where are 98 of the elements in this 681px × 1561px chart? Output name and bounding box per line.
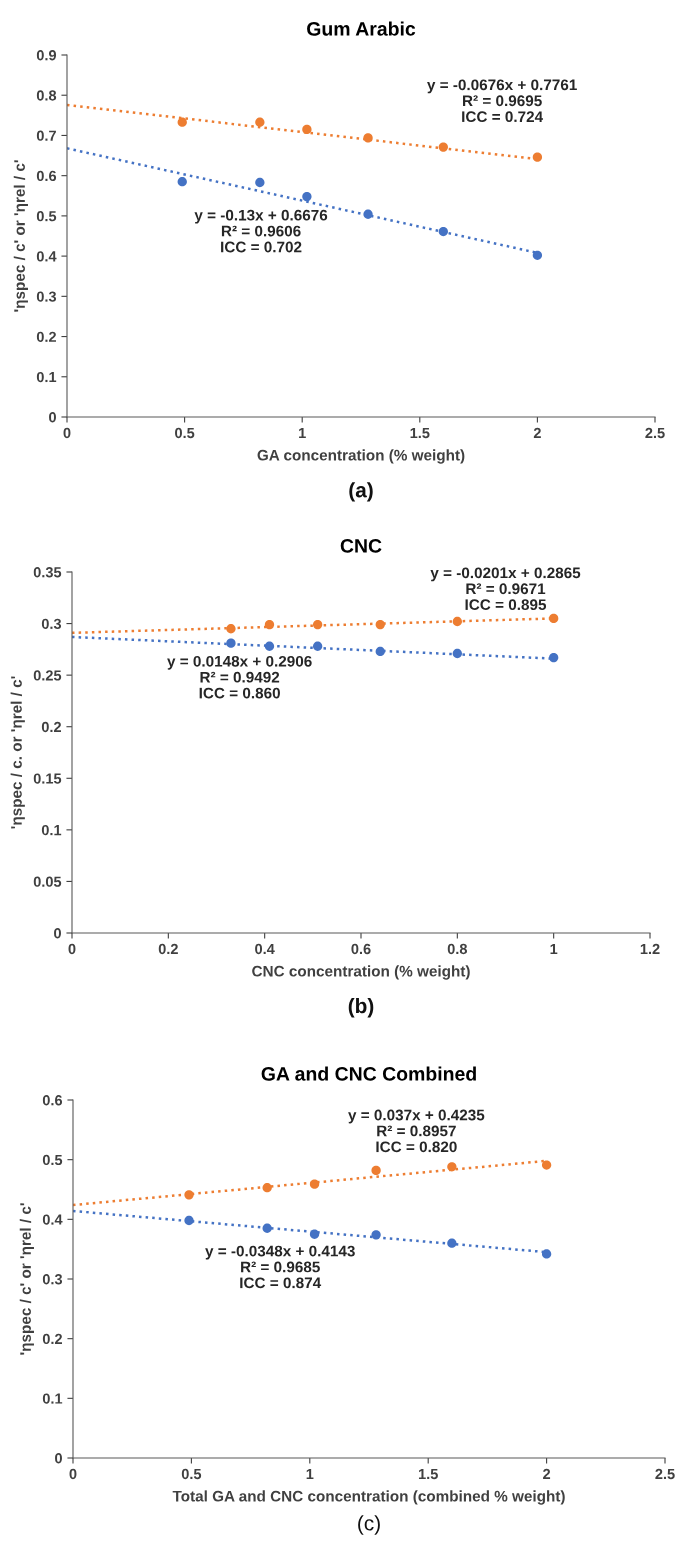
point xyxy=(262,1183,272,1193)
point xyxy=(452,616,462,627)
y-tick-label: 0.5 xyxy=(36,210,57,222)
point xyxy=(177,177,187,187)
point xyxy=(184,1215,194,1226)
point xyxy=(438,142,448,152)
y-axis-title: 'ηspec / c. or 'ηrel / c' xyxy=(10,676,25,829)
point xyxy=(226,624,236,634)
y-tick-label: 0.6 xyxy=(36,170,57,182)
y-tick-label: 0 xyxy=(55,1453,62,1464)
point xyxy=(302,191,312,202)
point xyxy=(262,1223,272,1233)
x-axis-title: CNC concentration (% weight) xyxy=(252,965,470,980)
text: (b) xyxy=(348,997,374,1018)
annotation: y = 0.0148x + 0.2906 R² = 0.9492 ICC = 0.860 xyxy=(167,655,312,699)
x-tick-label: 2 xyxy=(543,1468,551,1479)
point xyxy=(264,641,275,651)
x-axis-title: Total GA and CNC concentration (combined % weight) xyxy=(172,1490,565,1505)
x-axis-title: GA concentration (% weight) xyxy=(257,449,465,464)
y-tick-label: 0.35 xyxy=(33,567,62,578)
x-tick-label: 0.5 xyxy=(181,1468,202,1480)
point xyxy=(447,1238,457,1248)
point xyxy=(452,648,462,659)
y-tick-label: 0.2 xyxy=(41,721,61,733)
y-tick-label: 0.3 xyxy=(42,1274,63,1285)
y-tick-label: 0.3 xyxy=(36,291,57,302)
annotation: y = -0.0348x + 0.4143 R² = 0.9685 ICC = 0.874 xyxy=(205,1245,355,1289)
annotation: y = -0.0201x + 0.2865 R² = 0.9671 ICC = 0.895 xyxy=(430,567,581,611)
x-tick-label: 0.4 xyxy=(255,943,275,955)
annotation: y = -0.0676x + 0.7761 R² = 0.9695 ICC = 0.724 xyxy=(427,79,577,123)
y-tick-label: 0.1 xyxy=(36,371,57,383)
y-axis-title: 'ηspec / c' or 'ηrel / c' xyxy=(19,1203,34,1355)
point xyxy=(255,117,265,127)
y-tick-label: 0 xyxy=(54,928,61,939)
point xyxy=(532,250,543,260)
x-tick-label: 1.2 xyxy=(640,943,660,954)
y-tick-label: 0.3 xyxy=(41,618,62,630)
x-tick-label: 1.5 xyxy=(410,427,430,439)
annotation: y = -0.13x + 0.6676 R² = 0.9606 ICC = 0.702 xyxy=(194,209,328,253)
point xyxy=(375,646,385,657)
point xyxy=(532,152,543,162)
x-tick-label: 0.6 xyxy=(351,943,371,955)
x-tick-label: 0 xyxy=(68,943,76,955)
x-tick-label: 2.5 xyxy=(645,427,665,439)
y-tick-label: 0.2 xyxy=(36,331,56,342)
y-tick-label: 0.7 xyxy=(36,130,56,141)
y-tick-label: 0.8 xyxy=(36,90,57,101)
y-tick-label: 0.2 xyxy=(42,1333,62,1345)
y-tick-label: 0.4 xyxy=(36,251,57,262)
y-tick-label: 0.1 xyxy=(42,1393,63,1404)
point xyxy=(371,1165,381,1176)
point xyxy=(371,1230,381,1240)
point xyxy=(309,1179,320,1189)
point xyxy=(541,1249,552,1259)
chart-title: Gum Arabic xyxy=(307,21,416,36)
y-tick-label: 0.05 xyxy=(33,876,62,887)
point xyxy=(177,117,187,127)
y-tick-label: 0 xyxy=(49,412,56,423)
point xyxy=(549,652,559,663)
y-tick-label: 0.6 xyxy=(42,1095,63,1106)
y-tick-label: 0.1 xyxy=(41,824,62,836)
y-tick-label: 0.9 xyxy=(36,50,57,61)
point xyxy=(302,124,312,135)
x-tick-label: 2 xyxy=(533,427,541,438)
point xyxy=(312,619,323,630)
x-tick-label: 0.5 xyxy=(175,427,195,439)
x-tick-label: 0 xyxy=(63,427,71,439)
point xyxy=(363,133,373,143)
point xyxy=(549,613,559,624)
x-tick-label: 1.5 xyxy=(418,1468,438,1480)
y-axis-title: 'ηspec / c' or 'ηrel / c' xyxy=(13,160,28,312)
point xyxy=(255,177,265,188)
annotation: y = 0.037x + 0.4235 R² = 0.8957 ICC = 0.820 xyxy=(348,1109,485,1153)
text: (c) xyxy=(358,1515,380,1535)
text: (a) xyxy=(349,482,373,502)
x-tick-label: 1 xyxy=(299,427,306,438)
point xyxy=(184,1190,194,1200)
x-tick-label: 1 xyxy=(306,1468,314,1479)
x-tick-label: 0 xyxy=(69,1468,77,1480)
y-tick-label: 0.15 xyxy=(33,773,62,784)
y-tick-label: 0.4 xyxy=(42,1214,63,1225)
point xyxy=(309,1229,320,1239)
point xyxy=(375,619,385,630)
point xyxy=(264,619,275,630)
x-tick-label: 1 xyxy=(550,943,558,954)
point xyxy=(226,638,236,648)
point xyxy=(541,1160,552,1170)
chart-title: GA and CNC Combined xyxy=(261,1066,476,1081)
x-tick-label: 2.5 xyxy=(655,1468,675,1480)
point xyxy=(438,226,448,237)
chart-title: CNC xyxy=(340,538,382,553)
point xyxy=(363,209,373,219)
y-tick-label: 0.25 xyxy=(33,670,62,681)
point xyxy=(312,641,323,651)
y-tick-label: 0.5 xyxy=(42,1154,63,1166)
x-tick-label: 0.8 xyxy=(447,943,468,955)
point xyxy=(447,1162,457,1172)
x-tick-label: 0.2 xyxy=(158,943,178,955)
